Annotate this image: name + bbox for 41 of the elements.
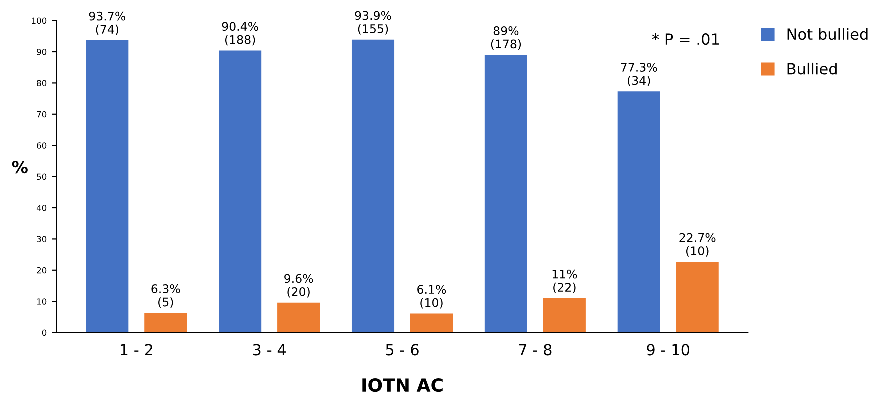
y-tick-label: 50 [37, 174, 47, 180]
x-tick-label: 3 - 4 [253, 344, 286, 356]
y-tick-label: 90 [37, 48, 47, 56]
y-tick-label: 0 [42, 330, 47, 336]
annotation: * P = .01 [652, 34, 720, 46]
data-label: 6.3% (5) [152, 284, 180, 308]
bar [484, 55, 528, 333]
y-tick-label: 60 [37, 142, 47, 149]
data-label: 22.7% (10) [680, 233, 716, 257]
data-label: 11% (22) [552, 270, 578, 294]
y-tick-label: 80 [37, 80, 47, 86]
y-axis-title: % [12, 160, 28, 174]
data-label: 90.4% (188) [222, 22, 258, 46]
bar [618, 92, 660, 333]
y-tick-label: 10 [37, 298, 47, 305]
data-label: 93.9% (155) [355, 11, 392, 35]
bar [278, 302, 320, 333]
bar [676, 262, 719, 333]
x-tick-label: 9 - 10 [647, 344, 690, 356]
y-tick-label: 70 [37, 111, 47, 118]
data-label: 9.6% (20) [284, 274, 314, 298]
data-label: 6.1% (10) [418, 285, 446, 309]
bar [144, 313, 188, 333]
bar [352, 40, 395, 333]
bar [86, 40, 129, 333]
y-tick-label: 100 [32, 18, 47, 24]
data-label: 93.7% (74) [89, 12, 126, 36]
y-tick-label: 40 [36, 204, 47, 212]
legend-label: Bullied [788, 62, 837, 75]
data-label: 89% (178) [491, 26, 522, 50]
x-tick-label: 7 - 8 [519, 344, 552, 356]
data-label: 77.3% (34) [621, 63, 658, 87]
bar [219, 50, 262, 333]
y-tick-label: 20 [37, 267, 47, 274]
bar [543, 298, 586, 333]
bar [410, 314, 454, 333]
x-tick-label: 5 - 6 [386, 344, 419, 356]
legend-label: Not bullied [788, 28, 868, 40]
x-axis-title: IOTN AC [362, 378, 443, 392]
y-tick-label: 30 [37, 236, 47, 242]
x-tick-label: 1 - 2 [120, 344, 152, 356]
